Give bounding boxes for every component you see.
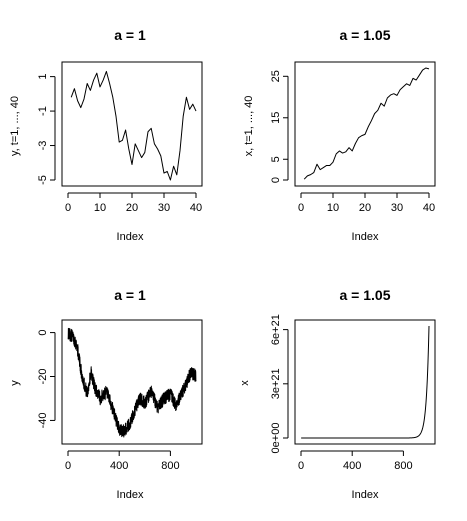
panel-1-y-tick-label: 1 xyxy=(37,74,49,80)
panel-3-frame xyxy=(61,319,203,445)
panel-3-y-tick-label: 0 xyxy=(37,330,49,336)
panel-3-x-tick-label: 400 xyxy=(110,460,128,472)
panel-2-x-tick-label: 0 xyxy=(298,202,304,214)
panel-2-frame xyxy=(294,61,436,187)
panel-4-x-tick-label: 800 xyxy=(394,460,412,472)
panel-2-ylabel: x, t=1, ..., 40 xyxy=(243,96,255,157)
panel-1-series-line xyxy=(70,70,197,181)
panel-2-series-line xyxy=(303,67,430,180)
panel-2-x-tick-label: 40 xyxy=(423,202,435,214)
panel-1-x-tick-label: 30 xyxy=(158,202,170,214)
panel-top-left: a = 1 Index y, t=1, ..., 40 xyxy=(9,27,146,243)
panel-1-x-tick-label: 10 xyxy=(94,202,106,214)
panel-bottom-right: a = 1.05 Index x xyxy=(239,287,391,501)
panel-3-y-tick-label: -20 xyxy=(37,369,49,385)
panel-2-x-tick-label: 30 xyxy=(391,202,403,214)
panel-4-series-line xyxy=(300,325,430,439)
panel-1-x-tick-label: 0 xyxy=(65,202,71,214)
panel-4-y-tick-label: 0e+00 xyxy=(270,423,282,454)
panel-4-frame xyxy=(294,319,436,445)
panel-1-y-tick-label: -5 xyxy=(37,175,49,185)
panel-4-ylabel: x xyxy=(239,380,251,386)
panel-2-y-tick-label: 5 xyxy=(270,156,282,162)
panel-2-x-tick-label: 10 xyxy=(327,202,339,214)
panel-1-x-tick-label: 40 xyxy=(190,202,202,214)
panel-3-x-tick-label: 0 xyxy=(65,460,71,472)
panel-3-y-tick-label: -40 xyxy=(37,412,49,428)
panel-4-y-tick-label: 3e+21 xyxy=(270,368,282,399)
panel-1-frame xyxy=(61,61,203,187)
panel-1-x-tick-label: 20 xyxy=(126,202,138,214)
panel-2-y-tick-label: 15 xyxy=(270,112,282,124)
panel-3-title: a = 1 xyxy=(114,287,146,303)
panel-4-y-tick-label: 6e+21 xyxy=(270,314,282,345)
panel-2-y-tick-label: 0 xyxy=(270,177,282,183)
panel-3-xlabel: Index xyxy=(117,489,144,501)
panel-4-x-tick-label: 0 xyxy=(298,460,304,472)
panel-1-y-tick-label: -3 xyxy=(37,141,49,151)
panel-1-ylabel: y, t=1, ..., 40 xyxy=(9,96,21,156)
panel-1-y-tick-label: -1 xyxy=(37,106,49,116)
panel-2-y-tick-label: 25 xyxy=(270,70,282,82)
panel-2-title: a = 1.05 xyxy=(340,27,391,43)
panel-3-series-line xyxy=(67,327,197,438)
panel-top-right: a = 1.05 Index x, t=1, ..., 40 xyxy=(243,27,391,243)
panel-4-xlabel: Index xyxy=(352,489,379,501)
panel-3-x-tick-label: 800 xyxy=(161,460,179,472)
panel-2-xlabel: Index xyxy=(352,231,379,243)
panel-1-xlabel: Index xyxy=(117,231,144,243)
panel-4-title: a = 1.05 xyxy=(340,287,391,303)
panel-2-x-tick-label: 20 xyxy=(359,202,371,214)
panel-bottom-left: a = 1 Index y xyxy=(9,287,146,501)
panel-1-title: a = 1 xyxy=(114,27,146,43)
panel-3-ylabel: y xyxy=(9,380,21,386)
panel-4-x-tick-label: 400 xyxy=(343,460,361,472)
